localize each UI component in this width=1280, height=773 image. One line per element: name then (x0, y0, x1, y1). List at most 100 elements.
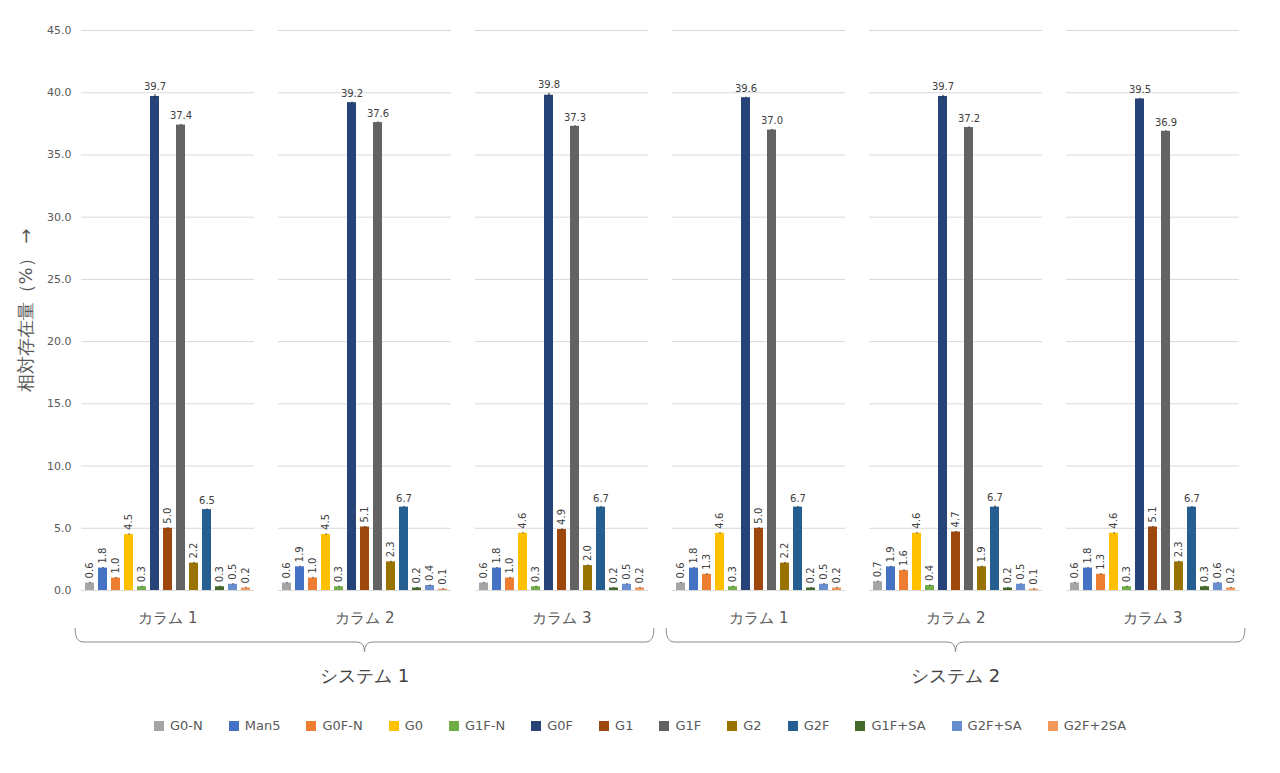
svg-text:2.2: 2.2 (188, 543, 199, 559)
svg-text:0.2: 0.2 (608, 567, 619, 583)
svg-text:1.8: 1.8 (491, 548, 502, 564)
svg-text:0.2: 0.2 (805, 567, 816, 583)
svg-text:6.7: 6.7 (593, 493, 609, 504)
svg-text:カラム 1: カラム 1 (729, 609, 788, 627)
svg-text:1.3: 1.3 (1095, 554, 1106, 570)
svg-text:1.0: 1.0 (504, 558, 515, 574)
svg-text:4.5: 4.5 (123, 514, 134, 530)
svg-text:6.5: 6.5 (199, 495, 215, 506)
svg-text:0.5: 0.5 (1015, 564, 1026, 580)
svg-text:1.0: 1.0 (110, 558, 121, 574)
svg-text:6.7: 6.7 (987, 492, 1003, 503)
svg-text:40.0: 40.0 (47, 86, 72, 99)
svg-text:1.3: 1.3 (701, 554, 712, 570)
svg-text:1.9: 1.9 (976, 546, 987, 562)
svg-text:39.5: 39.5 (1129, 84, 1151, 95)
svg-text:2.2: 2.2 (779, 543, 790, 559)
svg-text:カラム 3: カラム 3 (1123, 609, 1182, 627)
svg-text:カラム 2: カラム 2 (335, 609, 394, 627)
svg-text:0.6: 0.6 (1069, 563, 1080, 579)
svg-text:1.0: 1.0 (307, 558, 318, 574)
svg-text:0.6: 0.6 (675, 563, 686, 579)
svg-text:0.1: 0.1 (437, 569, 448, 585)
svg-text:4.6: 4.6 (517, 513, 528, 529)
svg-text:0.1: 0.1 (1028, 569, 1039, 585)
svg-text:0.6: 0.6 (1212, 563, 1223, 579)
svg-text:1.6: 1.6 (898, 550, 909, 566)
svg-text:36.9: 36.9 (1155, 117, 1177, 128)
svg-text:0.3: 0.3 (333, 566, 344, 582)
svg-text:0.3: 0.3 (530, 566, 541, 582)
svg-text:0.3: 0.3 (1121, 566, 1132, 582)
svg-text:4.6: 4.6 (911, 513, 922, 529)
svg-text:0.4: 0.4 (924, 565, 935, 581)
svg-text:4.5: 4.5 (320, 514, 331, 530)
svg-text:0.5: 0.5 (818, 564, 829, 580)
svg-text:相対存在量（%） →: 相対存在量（%） → (15, 229, 36, 393)
svg-text:0.6: 0.6 (281, 563, 292, 579)
svg-text:システム 2: システム 2 (911, 665, 1000, 686)
svg-text:0.2: 0.2 (1225, 567, 1236, 583)
svg-text:カラム 3: カラム 3 (532, 609, 591, 627)
svg-text:0.3: 0.3 (1199, 566, 1210, 582)
svg-text:30.0: 30.0 (47, 211, 72, 224)
svg-text:0.7: 0.7 (872, 561, 883, 577)
svg-text:2.3: 2.3 (385, 541, 396, 557)
svg-text:0.5: 0.5 (227, 564, 238, 580)
svg-text:1.8: 1.8 (97, 548, 108, 564)
html-text:Man5: Man5 (244, 718, 281, 733)
svg-text:37.2: 37.2 (958, 113, 980, 124)
svg-text:5.1: 5.1 (359, 507, 370, 523)
svg-text:4.7: 4.7 (950, 511, 961, 527)
svg-text:1.8: 1.8 (1082, 548, 1093, 564)
svg-text:カラム 2: カラム 2 (926, 609, 985, 627)
svg-text:0.2: 0.2 (1002, 567, 1013, 583)
svg-text:35.0: 35.0 (47, 148, 72, 161)
svg-text:20.0: 20.0 (47, 335, 72, 348)
svg-text:39.7: 39.7 (144, 81, 166, 92)
svg-text:6.7: 6.7 (396, 493, 412, 504)
svg-text:37.3: 37.3 (564, 112, 586, 123)
svg-text:37.4: 37.4 (170, 110, 192, 121)
svg-text:39.8: 39.8 (538, 79, 560, 90)
svg-text:1.9: 1.9 (885, 546, 896, 562)
svg-text:6.7: 6.7 (1184, 493, 1200, 504)
svg-text:4.9: 4.9 (556, 509, 567, 525)
svg-text:0.6: 0.6 (478, 563, 489, 579)
html-text:G0-N: G0-N (169, 718, 203, 733)
svg-text:25.0: 25.0 (47, 273, 72, 286)
svg-text:0.0: 0.0 (54, 584, 72, 597)
svg-text:5.0: 5.0 (54, 522, 72, 535)
svg-text:0.2: 0.2 (831, 567, 842, 583)
svg-text:37.6: 37.6 (367, 108, 389, 119)
html-text:G0F-N: G0F-N (322, 718, 363, 733)
svg-text:0.2: 0.2 (634, 567, 645, 583)
svg-text:0.3: 0.3 (136, 566, 147, 582)
svg-text:1.9: 1.9 (294, 546, 305, 562)
svg-text:37.0: 37.0 (761, 115, 783, 126)
svg-text:39.2: 39.2 (341, 88, 363, 99)
svg-text:システム 1: システム 1 (320, 665, 409, 686)
svg-text:39.7: 39.7 (932, 81, 954, 92)
svg-text:0.2: 0.2 (411, 567, 422, 583)
svg-text:0.6: 0.6 (84, 563, 95, 579)
svg-text:0.5: 0.5 (621, 564, 632, 580)
svg-text:45.0: 45.0 (47, 24, 72, 37)
svg-text:0.3: 0.3 (727, 566, 738, 582)
svg-text:5.1: 5.1 (1147, 507, 1158, 523)
svg-text:5.0: 5.0 (162, 508, 173, 524)
svg-text:15.0: 15.0 (47, 397, 72, 410)
svg-text:5.0: 5.0 (753, 508, 764, 524)
svg-text:2.3: 2.3 (1173, 541, 1184, 557)
svg-text:2.0: 2.0 (582, 545, 593, 561)
svg-text:1.8: 1.8 (688, 548, 699, 564)
svg-text:39.6: 39.6 (735, 83, 757, 94)
svg-text:0.2: 0.2 (240, 567, 251, 583)
svg-text:6.7: 6.7 (790, 493, 806, 504)
svg-text:4.6: 4.6 (714, 513, 725, 529)
svg-text:カラム 1: カラム 1 (138, 609, 197, 627)
svg-text:0.4: 0.4 (424, 565, 435, 581)
svg-text:10.0: 10.0 (47, 460, 72, 473)
svg-text:4.6: 4.6 (1108, 513, 1119, 529)
svg-text:0.3: 0.3 (214, 566, 225, 582)
